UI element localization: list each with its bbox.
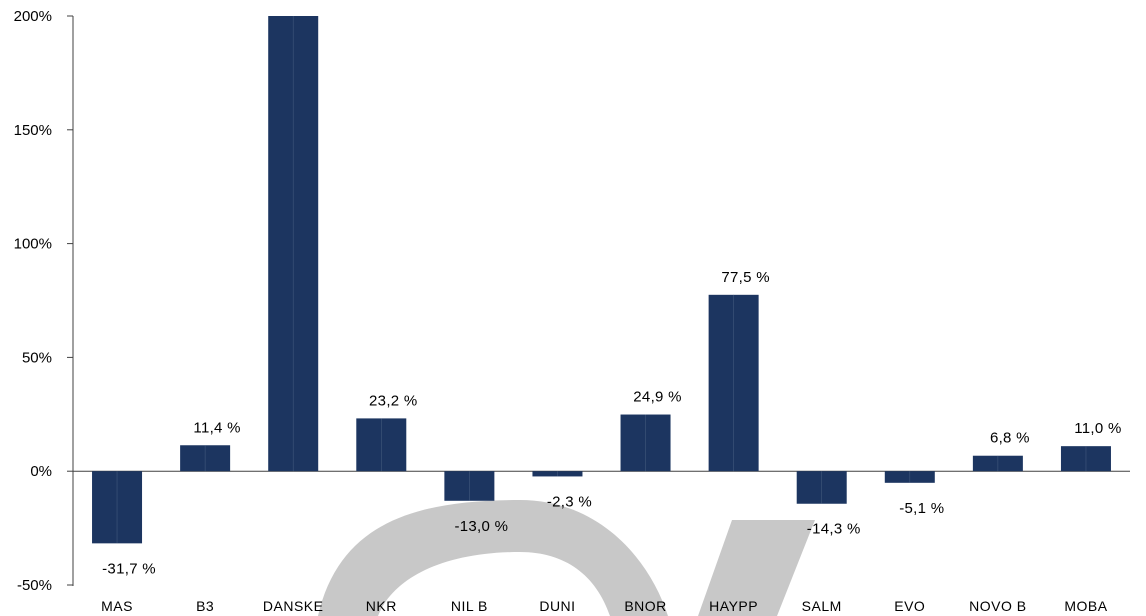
data-label: 11,0 % xyxy=(1074,420,1121,437)
data-label: 77,5 % xyxy=(721,269,770,286)
category-label: MOBA xyxy=(1064,598,1107,614)
bars xyxy=(92,16,1111,544)
data-label: 11,4 % xyxy=(193,419,240,436)
category-label: HAYPP xyxy=(709,598,758,614)
category-label: BNOR xyxy=(624,598,666,614)
watermark-logo xyxy=(318,500,815,616)
category-label: NOVO B xyxy=(969,598,1026,614)
axes: 200% 150% 100% 50% 0% -50% xyxy=(14,8,1130,594)
category-label: DUNI xyxy=(539,598,575,614)
category-label: SALM xyxy=(802,598,842,614)
y-tick-label: 150% xyxy=(14,122,52,139)
y-tick-label: 0% xyxy=(30,463,52,480)
data-label: -2,3 % xyxy=(547,493,592,510)
data-label: 23,2 % xyxy=(369,392,418,409)
labels: MAS -31,7 % B3 11,4 % DANSKE NKR 23,2 % NIL B -1… xyxy=(101,269,1121,614)
data-label: 24,9 % xyxy=(633,389,682,406)
data-label: 6,8 % xyxy=(990,430,1030,447)
y-tick-label: 100% xyxy=(14,236,52,253)
data-label: -5,1 % xyxy=(899,500,944,517)
category-label: EVO xyxy=(894,598,925,614)
data-label: -14,3 % xyxy=(807,521,861,538)
category-label: NKR xyxy=(366,598,397,614)
data-label: -31,7 % xyxy=(102,560,156,577)
watermark-arc xyxy=(318,500,668,616)
category-label: MAS xyxy=(101,598,133,614)
watermark-slash xyxy=(698,520,815,616)
category-label: B3 xyxy=(196,598,214,614)
data-label: -13,0 % xyxy=(454,518,508,535)
y-tick-label: 50% xyxy=(22,349,52,366)
y-tick-label: -50% xyxy=(17,577,52,594)
category-label: NIL B xyxy=(451,598,488,614)
category-label: DANSKE xyxy=(263,598,324,614)
y-tick-label: 200% xyxy=(14,8,52,25)
